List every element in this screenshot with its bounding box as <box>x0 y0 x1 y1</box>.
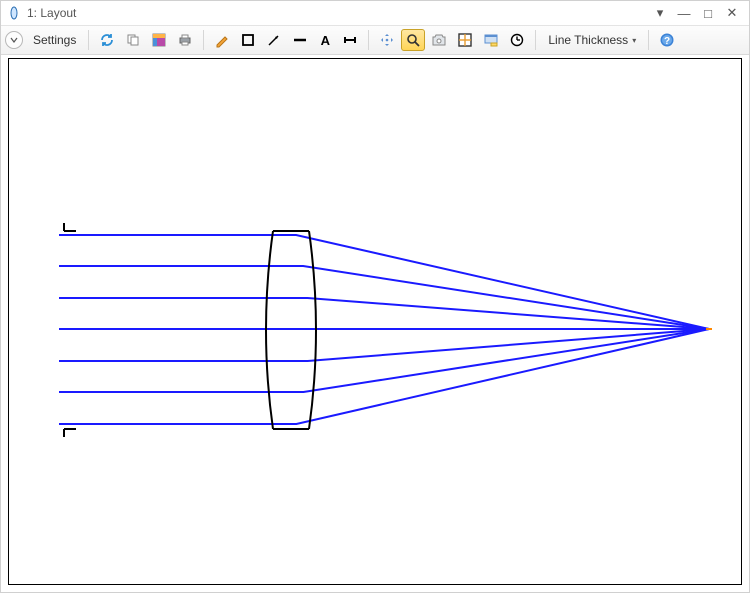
arrow-tool-button[interactable] <box>262 29 286 51</box>
pan-button[interactable] <box>375 29 399 51</box>
separator <box>648 30 649 50</box>
text-tool-button[interactable]: A <box>314 29 336 51</box>
print-button[interactable] <box>173 29 197 51</box>
settings-button[interactable]: Settings <box>27 29 82 51</box>
zoom-button[interactable] <box>401 29 425 51</box>
separator <box>368 30 369 50</box>
refresh-button[interactable] <box>95 29 119 51</box>
copy-button[interactable] <box>121 29 145 51</box>
fit-window-button[interactable] <box>453 29 477 51</box>
pencil-draw-button[interactable] <box>210 29 234 51</box>
camera-button[interactable] <box>427 29 451 51</box>
help-button[interactable]: ? <box>655 29 679 51</box>
maximize-button[interactable]: □ <box>697 4 719 22</box>
toolbar: Settings <box>1 25 749 55</box>
app-icon <box>7 6 21 20</box>
titlebar: 1: Layout ▾ — □ ✕ <box>1 1 749 25</box>
line-tool-button[interactable] <box>288 29 312 51</box>
svg-text:?: ? <box>664 36 670 47</box>
line-thickness-dropdown[interactable]: Line Thickness <box>542 29 642 51</box>
window-dropdown-button[interactable]: ▾ <box>649 4 671 22</box>
layout-canvas[interactable] <box>8 58 742 585</box>
collapse-toolbar-button[interactable] <box>5 31 23 49</box>
clock-button[interactable] <box>505 29 529 51</box>
dimension-tool-button[interactable] <box>338 29 362 51</box>
minimize-button[interactable]: — <box>673 4 695 22</box>
close-button[interactable]: ✕ <box>721 4 743 22</box>
layout-options-button[interactable] <box>479 29 503 51</box>
rectangle-tool-button[interactable] <box>236 29 260 51</box>
window-title: 1: Layout <box>27 6 76 20</box>
save-image-button[interactable] <box>147 29 171 51</box>
separator <box>203 30 204 50</box>
separator <box>88 30 89 50</box>
separator <box>535 30 536 50</box>
